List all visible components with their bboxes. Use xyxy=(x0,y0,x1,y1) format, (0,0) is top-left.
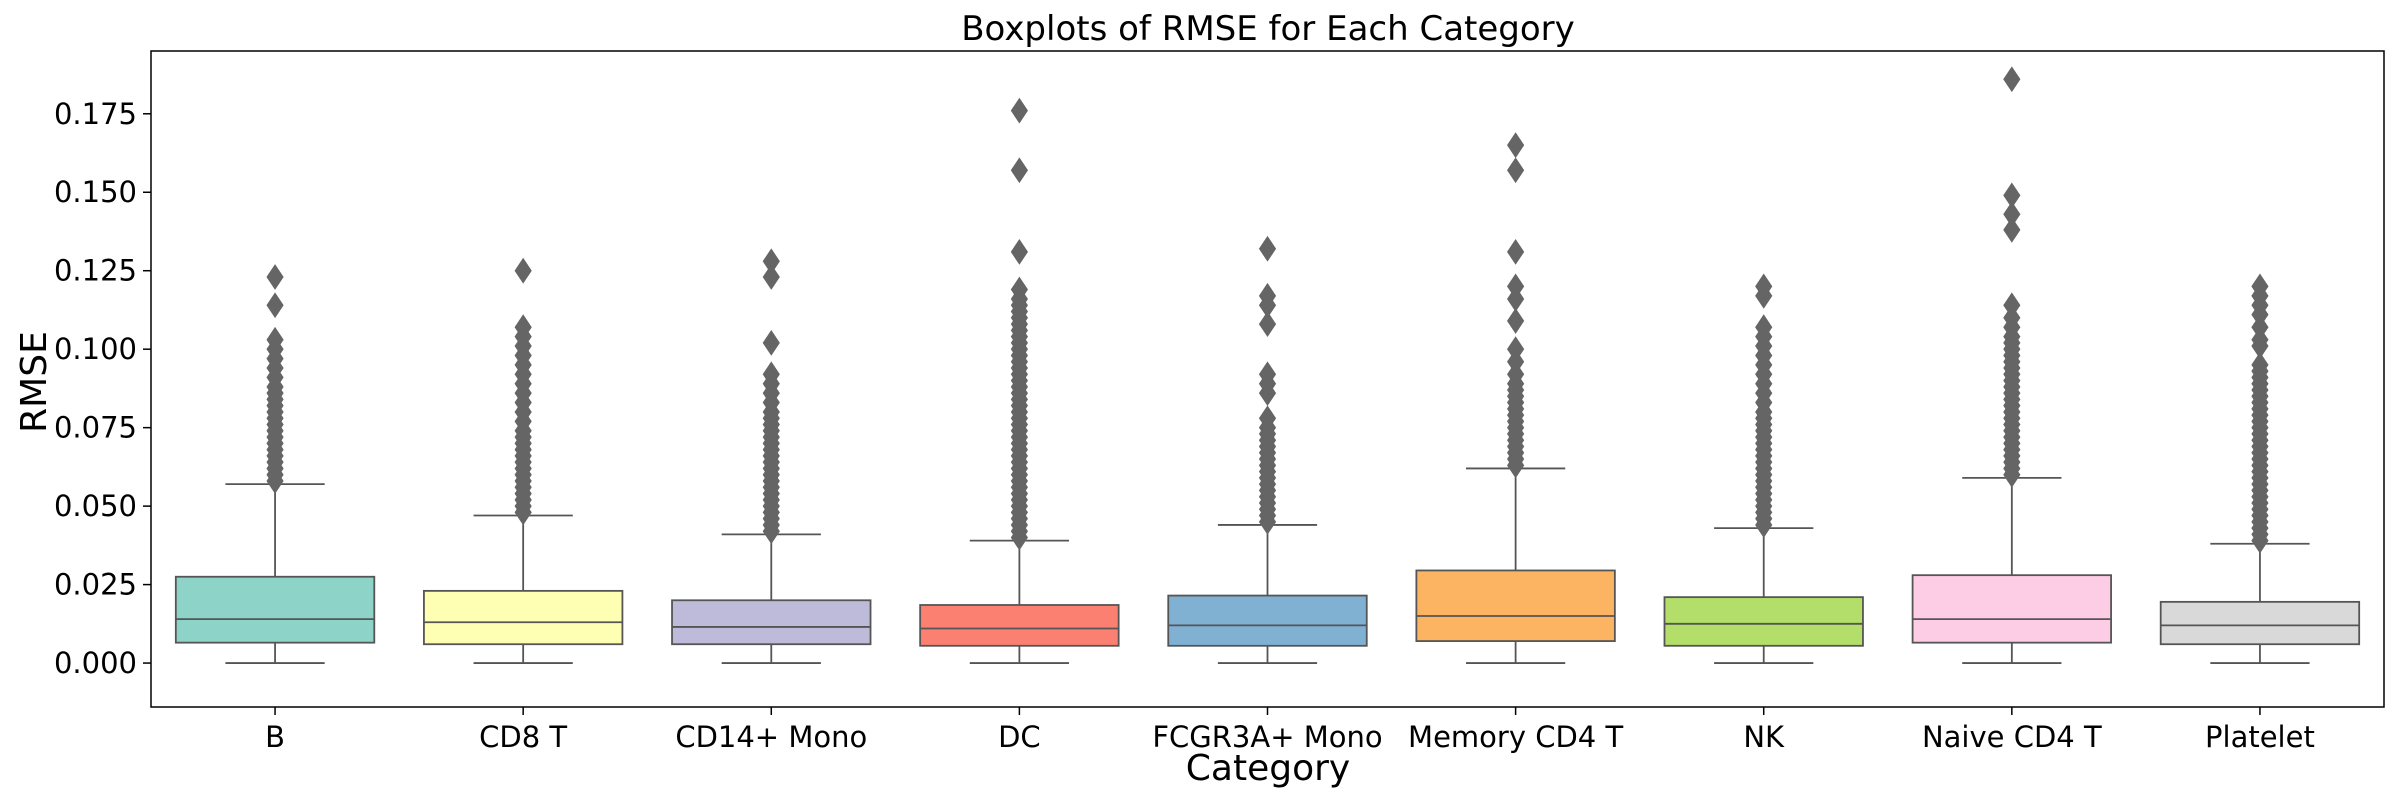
outlier-point xyxy=(1755,314,1773,341)
outlier-point xyxy=(762,248,780,275)
iqr-box xyxy=(1911,574,2112,644)
outlier-point xyxy=(1507,308,1525,334)
outlier-point xyxy=(1507,132,1525,159)
outlier-point xyxy=(1507,273,1525,300)
outlier-point xyxy=(266,292,284,319)
y-tick-label: 0.025 xyxy=(54,568,137,602)
y-axis: 0.000 0.025 0.050 0.075 0.100 0.125 0.150 0.175 xyxy=(54,97,151,680)
plot-area xyxy=(174,66,2361,664)
box-group xyxy=(1911,66,2112,664)
outlier-point xyxy=(266,264,284,290)
outlier-point xyxy=(762,361,780,388)
y-tick-label: 0.000 xyxy=(54,646,137,680)
outlier-point xyxy=(1010,238,1028,265)
outlier-point xyxy=(2003,292,2021,319)
x-tick-label: NK xyxy=(1743,720,1785,754)
x-tick-label: Naive CD4 T xyxy=(1922,720,2102,754)
outlier-point xyxy=(1258,405,1277,432)
y-tick-label: 0.100 xyxy=(54,332,137,366)
box-group xyxy=(671,248,872,664)
iqr-box xyxy=(671,599,872,646)
chart-title: Boxplots of RMSE for Each Category xyxy=(961,9,1575,49)
outlier-point xyxy=(1258,235,1277,262)
y-tick-label: 0.150 xyxy=(54,175,137,209)
x-tick-label: FCGR3A+ Mono xyxy=(1152,720,1382,754)
outlier-point xyxy=(266,326,284,353)
outlier-point xyxy=(2251,273,2269,300)
outlier-point xyxy=(1755,273,1773,300)
outlier-point xyxy=(1258,311,1277,337)
outlier-point xyxy=(2251,351,2269,378)
y-tick-label: 0.125 xyxy=(54,254,137,288)
x-tick-label: DC xyxy=(998,720,1041,754)
x-axis-label: Category xyxy=(1186,748,1350,789)
y-axis-label: RMSE xyxy=(14,331,55,433)
iqr-box xyxy=(1415,569,1616,642)
outlier-point xyxy=(1010,276,1028,303)
x-tick-label: CD8 T xyxy=(479,720,567,754)
x-tick-label: Memory CD4 T xyxy=(1408,720,1623,754)
x-tick-label: Platelet xyxy=(2205,720,2315,754)
outlier-point xyxy=(514,314,532,341)
outlier-point xyxy=(2003,217,2021,243)
outlier-point xyxy=(1258,361,1277,388)
outlier-point xyxy=(2003,182,2021,209)
box-group xyxy=(1167,235,1368,664)
y-tick-label: 0.175 xyxy=(54,97,137,131)
outlier-point xyxy=(2003,66,2021,93)
outlier-point xyxy=(762,264,780,290)
x-axis: B CD8 T CD14+ Mono DC FCGR3A+ Mono Memory CD4… xyxy=(265,707,2315,754)
outlier-point xyxy=(1010,157,1028,184)
outlier-point xyxy=(1507,336,1525,363)
iqr-box xyxy=(423,589,624,646)
outlier-point xyxy=(1507,157,1525,184)
x-tick-label: B xyxy=(265,720,285,754)
iqr-box xyxy=(1167,594,1368,647)
box-group xyxy=(423,257,624,664)
outlier-point xyxy=(1258,282,1277,309)
box-group xyxy=(1663,273,1864,664)
iqr-box xyxy=(919,604,1120,647)
outlier-point xyxy=(762,330,780,356)
box-group xyxy=(1415,132,1616,664)
iqr-box xyxy=(1663,596,1864,647)
outlier-point xyxy=(514,257,532,284)
box-group xyxy=(2159,273,2361,664)
iqr-box xyxy=(2159,600,2361,646)
outlier-point xyxy=(1507,238,1525,265)
y-tick-label: 0.050 xyxy=(54,489,137,523)
x-tick-label: CD14+ Mono xyxy=(675,720,867,754)
y-tick-label: 0.075 xyxy=(54,411,137,445)
iqr-box xyxy=(174,575,376,644)
box-group xyxy=(174,264,376,664)
outlier-point xyxy=(2003,201,2021,228)
outlier-point xyxy=(1010,97,1028,124)
box-group xyxy=(919,97,1120,664)
